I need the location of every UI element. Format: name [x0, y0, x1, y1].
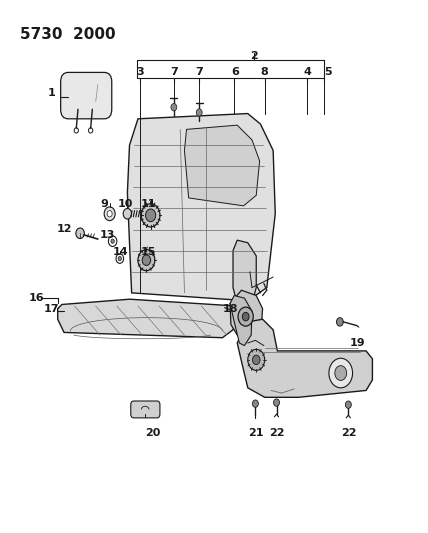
- Text: 21: 21: [249, 427, 264, 438]
- Circle shape: [242, 312, 249, 321]
- Text: 9: 9: [100, 199, 108, 209]
- Polygon shape: [230, 290, 263, 338]
- Circle shape: [171, 103, 177, 111]
- Circle shape: [336, 318, 343, 326]
- Text: 20: 20: [145, 427, 160, 438]
- Circle shape: [111, 239, 114, 243]
- Polygon shape: [58, 299, 239, 338]
- Circle shape: [76, 228, 84, 239]
- FancyBboxPatch shape: [61, 72, 112, 119]
- Circle shape: [118, 256, 122, 261]
- Circle shape: [335, 366, 347, 381]
- Text: 18: 18: [223, 304, 239, 314]
- Circle shape: [104, 207, 115, 221]
- Polygon shape: [184, 125, 260, 206]
- Text: 22: 22: [342, 427, 357, 438]
- Circle shape: [123, 208, 132, 219]
- Text: 3: 3: [136, 67, 144, 77]
- Text: 12: 12: [56, 223, 72, 233]
- Circle shape: [273, 399, 279, 406]
- Circle shape: [248, 349, 265, 370]
- Polygon shape: [230, 295, 252, 345]
- Polygon shape: [128, 114, 275, 301]
- Circle shape: [116, 254, 124, 263]
- Text: 15: 15: [141, 247, 156, 257]
- Circle shape: [329, 358, 353, 388]
- Circle shape: [108, 236, 117, 246]
- Circle shape: [253, 400, 259, 407]
- Text: 1: 1: [48, 88, 55, 99]
- Polygon shape: [233, 240, 256, 303]
- Circle shape: [345, 401, 351, 408]
- Text: 22: 22: [270, 427, 285, 438]
- Text: 2: 2: [250, 51, 258, 61]
- Text: 8: 8: [261, 67, 268, 77]
- Text: 17: 17: [44, 304, 59, 314]
- Text: 7: 7: [195, 67, 203, 77]
- Circle shape: [196, 109, 202, 116]
- Circle shape: [107, 211, 112, 217]
- FancyBboxPatch shape: [131, 401, 160, 418]
- Circle shape: [146, 209, 156, 222]
- Text: 16: 16: [29, 293, 45, 303]
- Text: 5: 5: [324, 67, 332, 77]
- Text: 10: 10: [118, 199, 133, 209]
- Text: 14: 14: [113, 247, 128, 257]
- Text: 7: 7: [170, 67, 178, 77]
- Circle shape: [142, 255, 151, 265]
- Text: 4: 4: [303, 67, 311, 77]
- Circle shape: [253, 355, 260, 365]
- Text: 6: 6: [231, 67, 239, 77]
- Text: 13: 13: [100, 230, 115, 240]
- Text: 19: 19: [350, 338, 366, 348]
- Circle shape: [138, 249, 155, 271]
- Circle shape: [238, 307, 253, 326]
- Text: 5730  2000: 5730 2000: [20, 27, 115, 42]
- Text: 11: 11: [141, 199, 156, 209]
- Circle shape: [141, 204, 160, 227]
- Polygon shape: [237, 319, 372, 397]
